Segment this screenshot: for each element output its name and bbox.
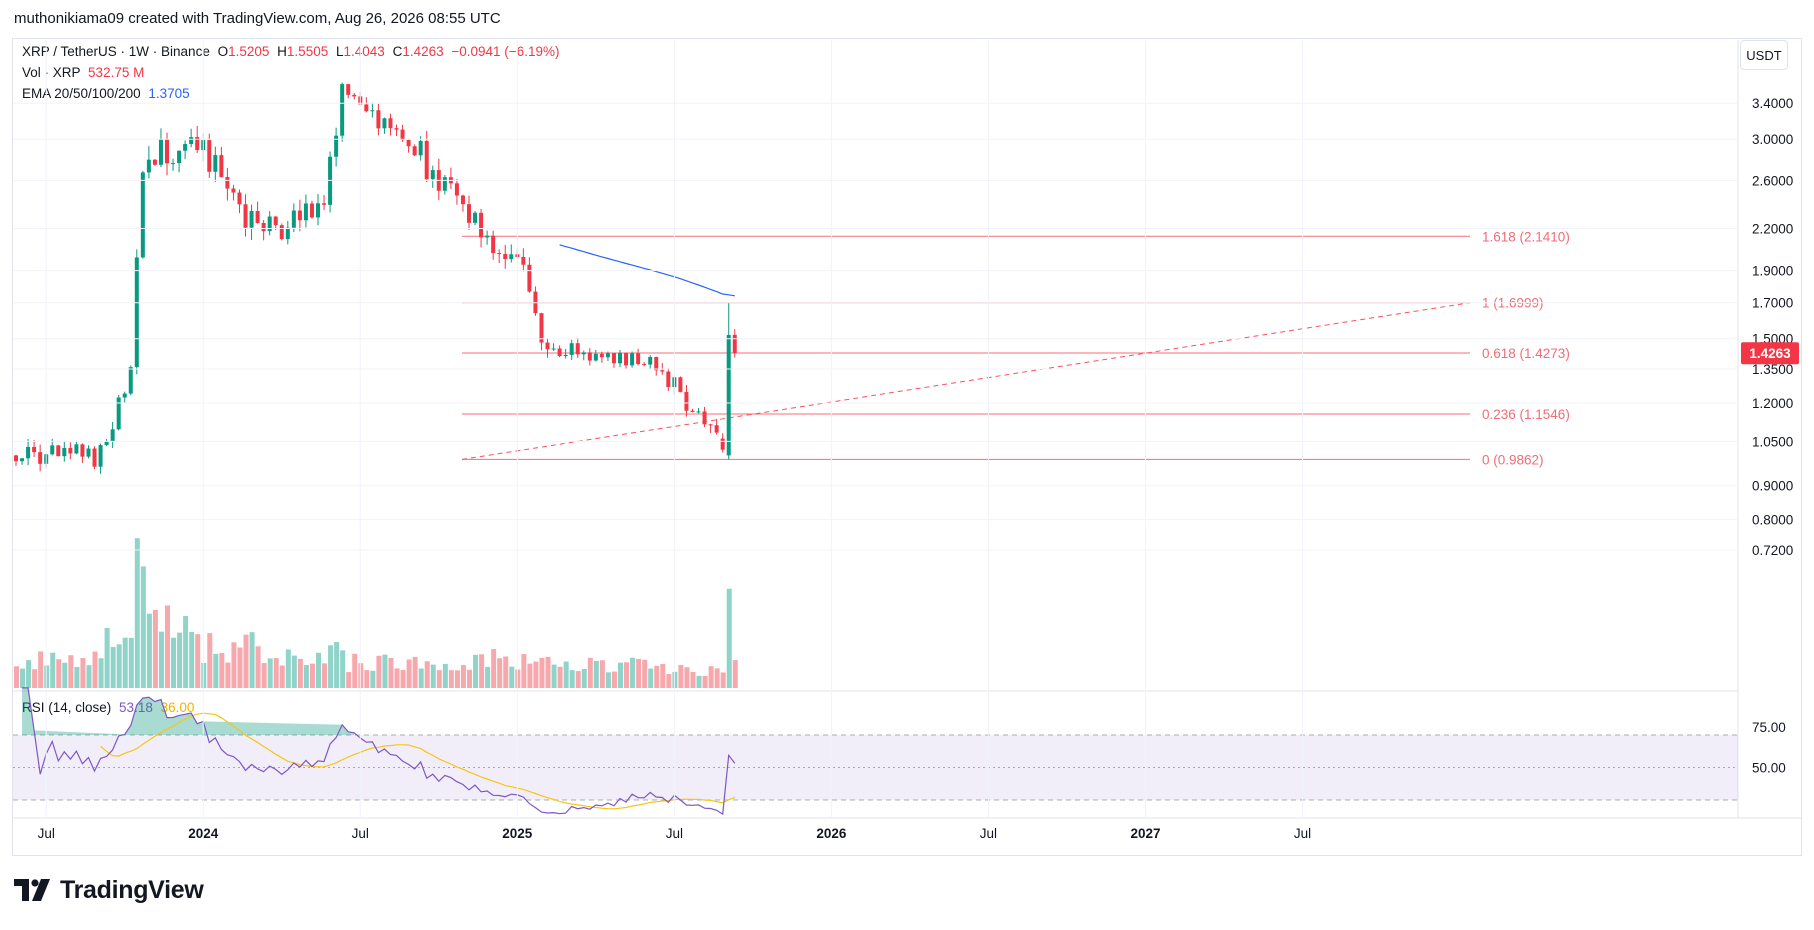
ema-label[interactable]: EMA 20/50/100/200 — [22, 86, 141, 101]
tradingview-wordmark: TradingView — [60, 875, 204, 904]
tradingview-logo-icon — [14, 879, 50, 901]
ema-value: 1.3705 — [148, 86, 190, 101]
close-value: 1.4263 — [402, 44, 444, 59]
volume-label[interactable]: Vol · XRP — [22, 65, 81, 80]
currency-unit-button[interactable]: USDT — [1740, 40, 1788, 70]
rsi-label[interactable]: RSI (14, close) — [22, 700, 112, 715]
low-label: L — [335, 44, 344, 59]
ema-legend: EMA 20/50/100/200 1.3705 — [22, 86, 190, 101]
symbol-label[interactable]: XRP / TetherUS · 1W · Binance — [22, 44, 210, 59]
open-label: O — [217, 44, 229, 59]
symbol-legend: XRP / TetherUS · 1W · Binance O1.5205 H1… — [22, 44, 559, 59]
change-value: −0.0941 (−6.19%) — [451, 44, 560, 59]
volume-value: 532.75 M — [88, 65, 145, 80]
close-label: C — [392, 44, 403, 59]
volume-legend: Vol · XRP 532.75 M — [22, 65, 144, 80]
tradingview-logo[interactable]: TradingView — [14, 872, 204, 908]
open-value: 1.5205 — [228, 44, 270, 59]
attribution-text: muthonikiama09 created with TradingView.… — [14, 10, 501, 27]
high-label: H — [277, 44, 287, 59]
rsi-value: 53.18 — [119, 700, 153, 715]
high-value: 1.5505 — [286, 44, 329, 59]
rsi-legend: RSI (14, close) 53.18 36.00 — [22, 700, 194, 715]
chart-frame — [12, 38, 1802, 856]
rsi-ma-value: 36.00 — [160, 700, 195, 715]
low-value: 1.4043 — [343, 44, 385, 59]
